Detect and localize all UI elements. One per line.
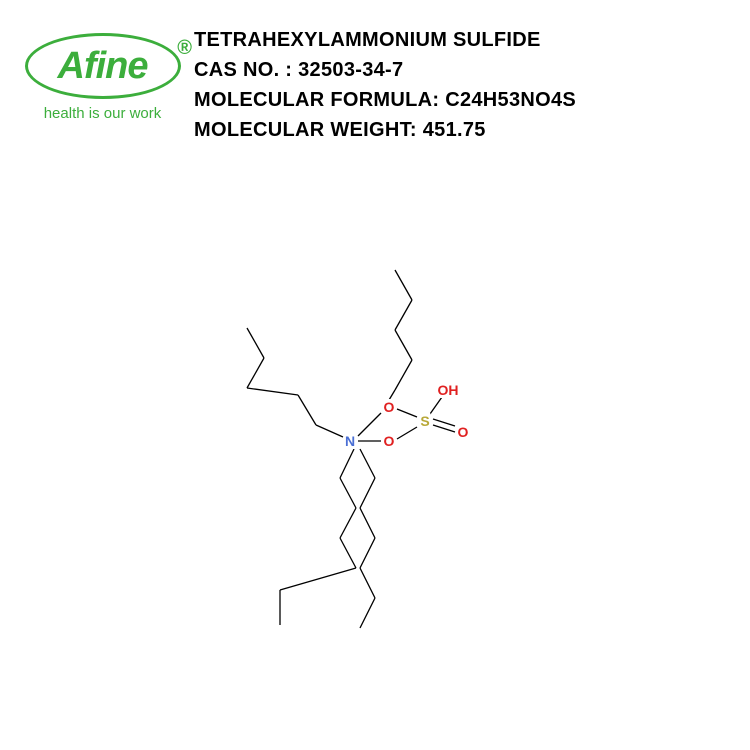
info-block: TETRAHEXYLAMMONIUM SULFIDE CAS NO. : 325…: [190, 25, 735, 145]
compound-name: TETRAHEXYLAMMONIUM SULFIDE: [194, 25, 735, 55]
cas-label: CAS NO. :: [194, 59, 298, 81]
weight-line: MOLECULAR WEIGHT: 451.75: [194, 115, 735, 145]
atom-o3: O: [457, 424, 470, 440]
header: Afine ® health is our work TETRAHEXYLAMM…: [0, 0, 750, 145]
formula-value: C24H53NO4S: [445, 89, 576, 111]
formula-line: MOLECULAR FORMULA: C24H53NO4S: [194, 85, 735, 115]
weight-label: MOLECULAR WEIGHT:: [194, 119, 423, 141]
logo-block: Afine ® health is our work: [15, 25, 190, 122]
formula-label: MOLECULAR FORMULA:: [194, 89, 445, 111]
cas-line: CAS NO. : 32503-34-7: [194, 55, 735, 85]
atom-s: S: [419, 413, 430, 429]
logo-oval: Afine: [25, 33, 181, 99]
weight-value: 451.75: [423, 119, 486, 141]
atom-o1: O: [383, 399, 396, 415]
atom-o2: O: [383, 433, 396, 449]
atom-n: N: [344, 433, 356, 449]
logo-tagline: health is our work: [15, 105, 190, 122]
cas-value: 32503-34-7: [298, 59, 403, 81]
atom-oh: OH: [437, 382, 460, 398]
logo-text: Afine: [58, 45, 148, 88]
registered-mark-icon: ®: [177, 37, 192, 60]
